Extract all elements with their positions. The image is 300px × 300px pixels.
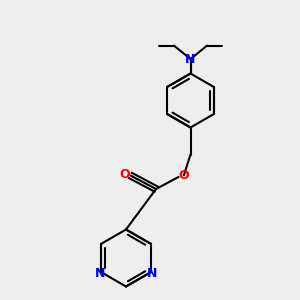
- Text: N: N: [94, 267, 105, 280]
- Text: N: N: [147, 267, 158, 280]
- Text: O: O: [120, 167, 130, 181]
- Text: N: N: [185, 52, 196, 66]
- Text: O: O: [178, 169, 189, 182]
